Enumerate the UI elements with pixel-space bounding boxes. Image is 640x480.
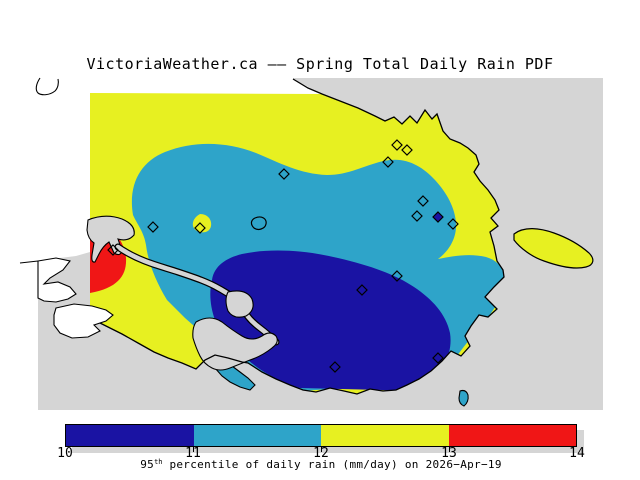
lagoon-point	[53, 303, 114, 339]
station-marker	[356, 284, 368, 296]
station-marker	[391, 270, 403, 282]
east-peninsula	[513, 228, 594, 269]
station-marker	[432, 352, 444, 364]
colorbar-caption: 95th percentile of daily rain (mm/day) o…	[0, 458, 640, 471]
west-shore-line	[19, 260, 39, 264]
station-marker	[432, 211, 444, 223]
west-shore-land	[37, 257, 77, 303]
station-marker	[278, 168, 290, 180]
caption-rest: percentile of daily rain (mm/day) on 202…	[162, 458, 502, 471]
station-marker	[417, 195, 429, 207]
portage-inlet	[225, 290, 254, 318]
colorbar-tick-label: 11	[185, 446, 201, 461]
colorbar-tick	[449, 446, 450, 452]
station-marker	[401, 144, 413, 156]
colorbar-segment-10-11	[66, 425, 194, 446]
station-marker	[411, 210, 423, 222]
station-marker	[147, 221, 159, 233]
caption-base: 95	[140, 458, 155, 471]
colorbar-tick	[321, 446, 322, 452]
islet	[458, 389, 469, 407]
northwest-shore-squiggle	[35, 77, 59, 96]
contour-band-10-11	[210, 250, 451, 391]
station-marker	[329, 361, 341, 373]
lake-outline	[250, 216, 267, 230]
station-markers	[107, 139, 459, 373]
colorbar-tick-label: 14	[569, 446, 585, 461]
colorbar-segment-12-13	[321, 425, 449, 446]
victoria-harbour	[192, 317, 278, 371]
no-data-region	[38, 76, 322, 261]
station-marker	[391, 139, 403, 151]
colorbar-tick-label: 12	[313, 446, 329, 461]
colorbar-tick	[193, 446, 194, 452]
station-marker	[194, 222, 206, 234]
colorbar-tick-label: 13	[441, 446, 457, 461]
coastline-path	[89, 78, 505, 395]
map-title: VictoriaWeather.ca —— Spring Total Daily…	[86, 55, 554, 73]
colorbar-segment-11-12	[193, 425, 321, 446]
colorbar-tick-label: 10	[57, 446, 73, 461]
station-marker	[107, 244, 119, 256]
colorbar	[65, 424, 577, 447]
colorbar-segment-13-14	[448, 425, 576, 446]
station-marker	[382, 156, 394, 168]
contour-patch-12-13	[192, 214, 212, 233]
station-marker	[447, 218, 459, 230]
esquimalt-harbour	[86, 215, 135, 263]
caption-superscript: th	[154, 458, 163, 466]
